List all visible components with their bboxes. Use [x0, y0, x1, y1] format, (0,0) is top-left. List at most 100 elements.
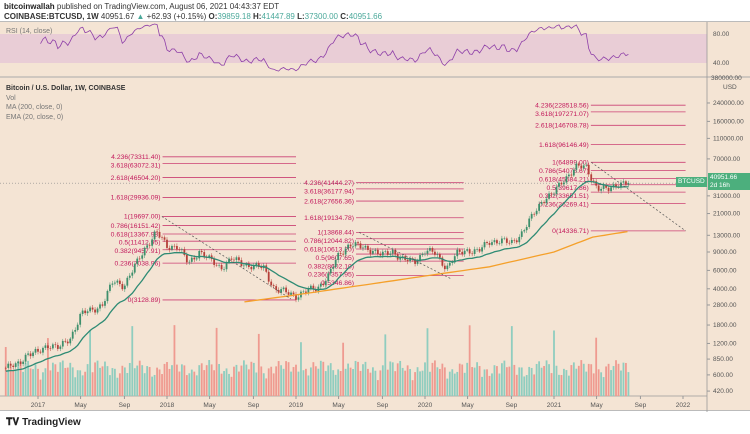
time-axis-label: Sep	[635, 402, 647, 409]
fib-level-label: 0.618(45584.21)	[539, 176, 589, 183]
volume-bar	[347, 363, 349, 396]
candle-body	[349, 244, 352, 247]
candle-body	[183, 249, 186, 255]
candle-body	[501, 238, 503, 244]
volume-bar	[143, 373, 146, 396]
price-axis-label: 6000.00	[713, 267, 737, 274]
volume-bar	[233, 366, 235, 396]
volume-bar	[238, 371, 240, 396]
candle-body	[252, 264, 255, 270]
candle-body	[525, 227, 528, 231]
volume-bar	[426, 328, 429, 396]
candle-body	[416, 261, 419, 264]
chart-canvas[interactable]: 80.00 40.00 380000.00 USD 240000.00 160000.00…	[0, 22, 750, 412]
candle-body	[337, 252, 340, 260]
candle-body	[496, 240, 498, 244]
time-axis-label: May	[590, 402, 603, 409]
volume-bar	[141, 365, 144, 396]
candle-body	[510, 239, 513, 244]
volume-bar	[114, 368, 116, 396]
price-axis-label: 240000.00	[713, 100, 744, 107]
legend-ma: MA (200, close, 0)	[6, 104, 63, 111]
author-name[interactable]: bitcoinwallah	[4, 2, 55, 11]
candle-body	[49, 347, 52, 349]
candle-body	[545, 198, 548, 204]
candle-body	[275, 286, 278, 290]
volume-bar	[156, 367, 158, 396]
tradingview-logo[interactable]: 𝐓𝐕 TradingView	[6, 417, 81, 428]
volume-bar	[476, 362, 478, 396]
candle-body	[180, 249, 183, 250]
volume-bar	[205, 365, 208, 396]
volume-bar	[292, 367, 295, 396]
volume-bar	[180, 364, 183, 396]
volume-bar	[255, 372, 258, 396]
up-arrow-icon: ▲	[136, 12, 145, 21]
legend-title: Bitcoin / U.S. Dollar, 1W, COINBASE	[6, 85, 126, 92]
price-change: +62.93 (+0.15%)	[146, 12, 207, 21]
volume-bar	[349, 367, 352, 396]
volume-bar	[448, 371, 451, 396]
volume-bar	[597, 369, 600, 396]
chart-area[interactable]: 80.00 40.00 380000.00 USD 240000.00 160000.00…	[0, 21, 750, 412]
volume-bar	[587, 363, 590, 396]
candle-body	[386, 251, 389, 255]
candle-body	[451, 262, 454, 263]
volume-bar	[429, 371, 431, 396]
volume-bar	[277, 361, 280, 396]
volume-bar	[543, 366, 545, 396]
volume-bar	[173, 325, 176, 396]
volume-bar	[463, 372, 466, 396]
time-axis-label: Sep	[119, 402, 131, 409]
publish-date: published on TradingView.com, August 06,…	[56, 2, 280, 11]
volume-bar	[461, 364, 464, 396]
volume-bar	[582, 363, 585, 396]
volume-bar	[381, 365, 384, 396]
volume-bar	[126, 372, 129, 396]
volume-bar	[47, 338, 49, 396]
volume-bar	[74, 377, 77, 396]
candle-body	[530, 213, 533, 219]
fib-level-label: 0(14336.71)	[552, 228, 589, 235]
price-axis-label: 850.00	[713, 356, 733, 363]
legend-ema: EMA (20, close, 0)	[6, 113, 64, 121]
candle-body	[424, 253, 426, 255]
volume-bar	[59, 362, 62, 396]
volume-bar	[473, 367, 476, 396]
volume-bar	[12, 370, 15, 396]
fib-level-label: 1(19697.00)	[124, 214, 161, 221]
candle-body	[367, 245, 369, 250]
candle-body	[565, 176, 568, 183]
volume-bar	[252, 362, 255, 396]
candle-body	[615, 184, 617, 188]
candle-body	[178, 249, 181, 250]
volume-bar	[563, 368, 565, 396]
volume-bar	[443, 367, 446, 396]
volume-bar	[24, 362, 27, 396]
candle-body	[47, 345, 49, 348]
volume-bar	[503, 360, 506, 396]
candle-body	[79, 313, 82, 325]
volume-bar	[625, 362, 627, 396]
volume-bar	[188, 373, 191, 396]
volume-bar	[245, 364, 248, 396]
candle-body	[448, 262, 451, 266]
candle-body	[555, 186, 558, 194]
volume-bar	[548, 364, 550, 396]
volume-bar	[483, 369, 486, 396]
candle-body	[153, 231, 156, 240]
volume-bar	[225, 368, 228, 396]
volume-bar	[282, 368, 285, 396]
candle-body	[421, 253, 424, 256]
time-axis-label: May	[203, 402, 216, 409]
volume-bar	[406, 365, 409, 396]
candle-body	[287, 292, 290, 295]
candle-body	[34, 348, 37, 353]
symbol-price-tag: BTCUSD	[676, 177, 707, 187]
candle-body	[453, 256, 456, 263]
candle-body	[369, 249, 372, 254]
candle-body	[563, 182, 565, 185]
candle-body	[233, 259, 235, 261]
volume-bar	[411, 380, 414, 396]
close-label: C:	[340, 12, 349, 21]
